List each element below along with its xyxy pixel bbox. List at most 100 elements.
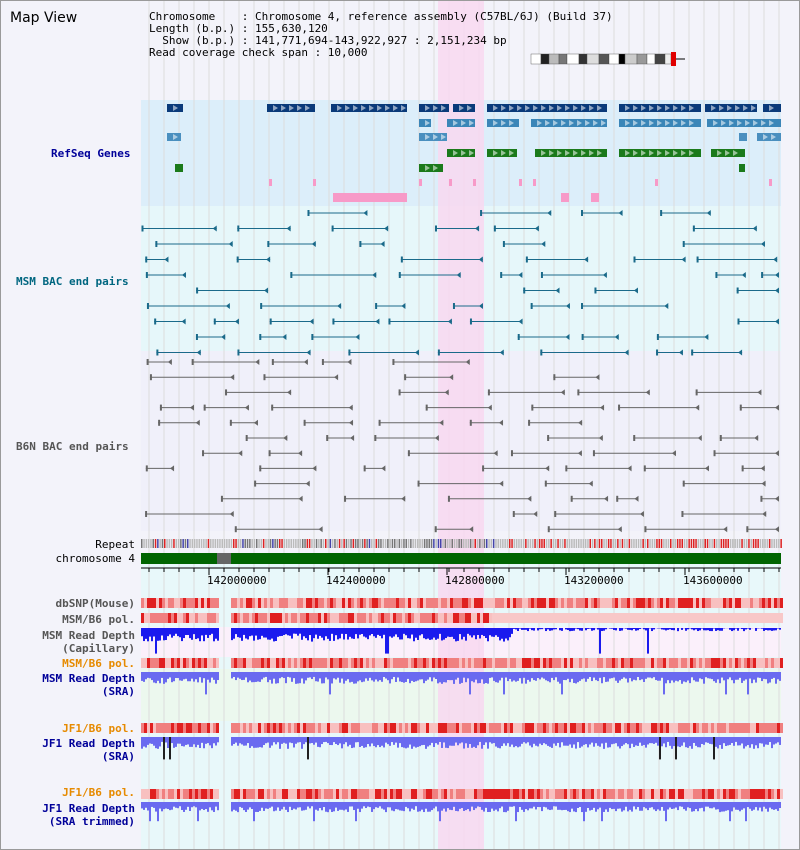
depth-bar xyxy=(489,672,491,678)
snp-cell xyxy=(324,789,327,799)
track-label-jf1-b6-pol-1[interactable]: JF1/B6 pol. xyxy=(62,722,135,735)
depth-bar xyxy=(569,802,571,813)
bac-end-arrow xyxy=(527,495,532,502)
bac-end-arrow xyxy=(469,526,474,533)
depth-bar xyxy=(383,737,385,748)
track-label-msm-b6-pol-1[interactable]: MSM/B6 pol. xyxy=(62,613,135,626)
snp-cell xyxy=(489,613,492,623)
snp-cell xyxy=(177,658,180,668)
snp-cell xyxy=(468,613,471,623)
track-label-dbsnp[interactable]: dbSNP(Mouse) xyxy=(55,597,135,610)
gene-arrow xyxy=(565,105,570,111)
track-label-msm-bac[interactable]: MSM BAC end pairs xyxy=(16,275,129,288)
ideogram-band xyxy=(664,53,672,65)
snp-cell xyxy=(144,613,147,623)
snp-cell xyxy=(327,789,330,799)
bac-end-arrow xyxy=(598,435,603,441)
snp-cell xyxy=(171,613,174,623)
snp-cell xyxy=(624,598,627,608)
depth-bar xyxy=(567,672,569,679)
depth-bar xyxy=(175,628,177,634)
track-label-b6n-bac[interactable]: B6N BAC end pairs xyxy=(16,440,129,453)
depth-bar xyxy=(513,672,515,681)
depth-bar xyxy=(705,737,707,743)
depth-bar xyxy=(631,672,633,682)
repeat-mark xyxy=(442,539,444,548)
depth-bar xyxy=(511,802,513,807)
depth-bar xyxy=(429,737,431,746)
snp-cell xyxy=(765,613,768,623)
snp-cell xyxy=(543,723,546,733)
refseq-tick xyxy=(419,179,422,186)
bac-end xyxy=(692,225,695,232)
snp-cell xyxy=(237,613,240,623)
snp-cell xyxy=(393,613,396,623)
depth-bar xyxy=(741,737,743,744)
snp-cell xyxy=(294,598,297,608)
depth-bar xyxy=(497,628,499,637)
repeat-mark xyxy=(170,539,173,548)
span-line: Read coverage check span : 10,000 xyxy=(149,46,368,59)
refseq-tick xyxy=(769,179,772,186)
depth-bar xyxy=(173,672,175,682)
track-label-jf1-b6-pol-2[interactable]: JF1/B6 pol. xyxy=(62,786,135,799)
depth-bar xyxy=(293,672,295,679)
depth-bar xyxy=(433,737,435,747)
bac-end xyxy=(565,465,568,472)
snp-cell xyxy=(573,789,576,799)
repeat-mark xyxy=(237,539,240,548)
snp-cell xyxy=(165,723,168,733)
track-label-jf1-depth-sra[interactable]: JF1 Read Depth xyxy=(42,737,135,750)
track-label-msm-b6-pol-2[interactable]: MSM/B6 pol. xyxy=(62,657,135,670)
snp-cell xyxy=(744,598,747,608)
depth-bar xyxy=(415,802,417,807)
snp-cell xyxy=(516,789,519,799)
depth-bar xyxy=(411,802,413,809)
bac-end-arrow xyxy=(604,495,609,502)
depth-bar xyxy=(431,628,433,640)
depth-bar xyxy=(157,737,159,749)
snp-cell xyxy=(489,658,492,668)
depth-bar xyxy=(523,802,525,812)
depth-bar xyxy=(443,628,445,640)
snp-cell xyxy=(372,658,375,668)
depth-bar xyxy=(337,628,339,640)
depth-bar xyxy=(767,737,769,745)
snp-cell xyxy=(258,613,261,623)
snp-cell xyxy=(480,789,483,799)
depth-bar xyxy=(593,802,595,808)
depth-bar xyxy=(771,672,773,679)
snp-cell xyxy=(633,598,636,608)
depth-bar xyxy=(213,737,215,744)
gene-arrow xyxy=(589,105,594,111)
track-label-msm-depth-sra[interactable]: MSM Read Depth xyxy=(42,672,135,685)
depth-bar xyxy=(209,628,211,636)
depth-bar xyxy=(513,802,515,807)
track-label-msm-depth-capillary[interactable]: MSM Read Depth xyxy=(42,629,135,642)
gene-arrow xyxy=(761,120,766,126)
bac-end-arrow xyxy=(697,435,702,441)
repeat-mark xyxy=(410,539,412,548)
track-label-refseq[interactable]: RefSeq Genes xyxy=(51,147,131,160)
bac-end xyxy=(145,465,148,472)
snp-cell xyxy=(249,723,252,733)
snp-cell xyxy=(780,613,783,623)
depth-bar xyxy=(349,737,351,745)
depth-bar xyxy=(777,737,779,743)
snp-cell xyxy=(342,658,345,668)
snp-cell xyxy=(351,658,354,668)
depth-bar xyxy=(541,672,543,678)
gene-arrow xyxy=(769,120,774,126)
depth-bar xyxy=(247,628,249,640)
depth-bar xyxy=(665,672,667,684)
depth-spike xyxy=(713,737,715,760)
snp-cell xyxy=(612,598,615,608)
depth-bar xyxy=(411,672,413,681)
snp-cell xyxy=(501,613,504,623)
snp-cell xyxy=(723,598,726,608)
depth-bar xyxy=(463,802,465,811)
depth-bar xyxy=(509,672,511,679)
track-label-jf1-depth-trimmed[interactable]: JF1 Read Depth xyxy=(42,802,135,815)
depth-bar xyxy=(663,737,665,744)
